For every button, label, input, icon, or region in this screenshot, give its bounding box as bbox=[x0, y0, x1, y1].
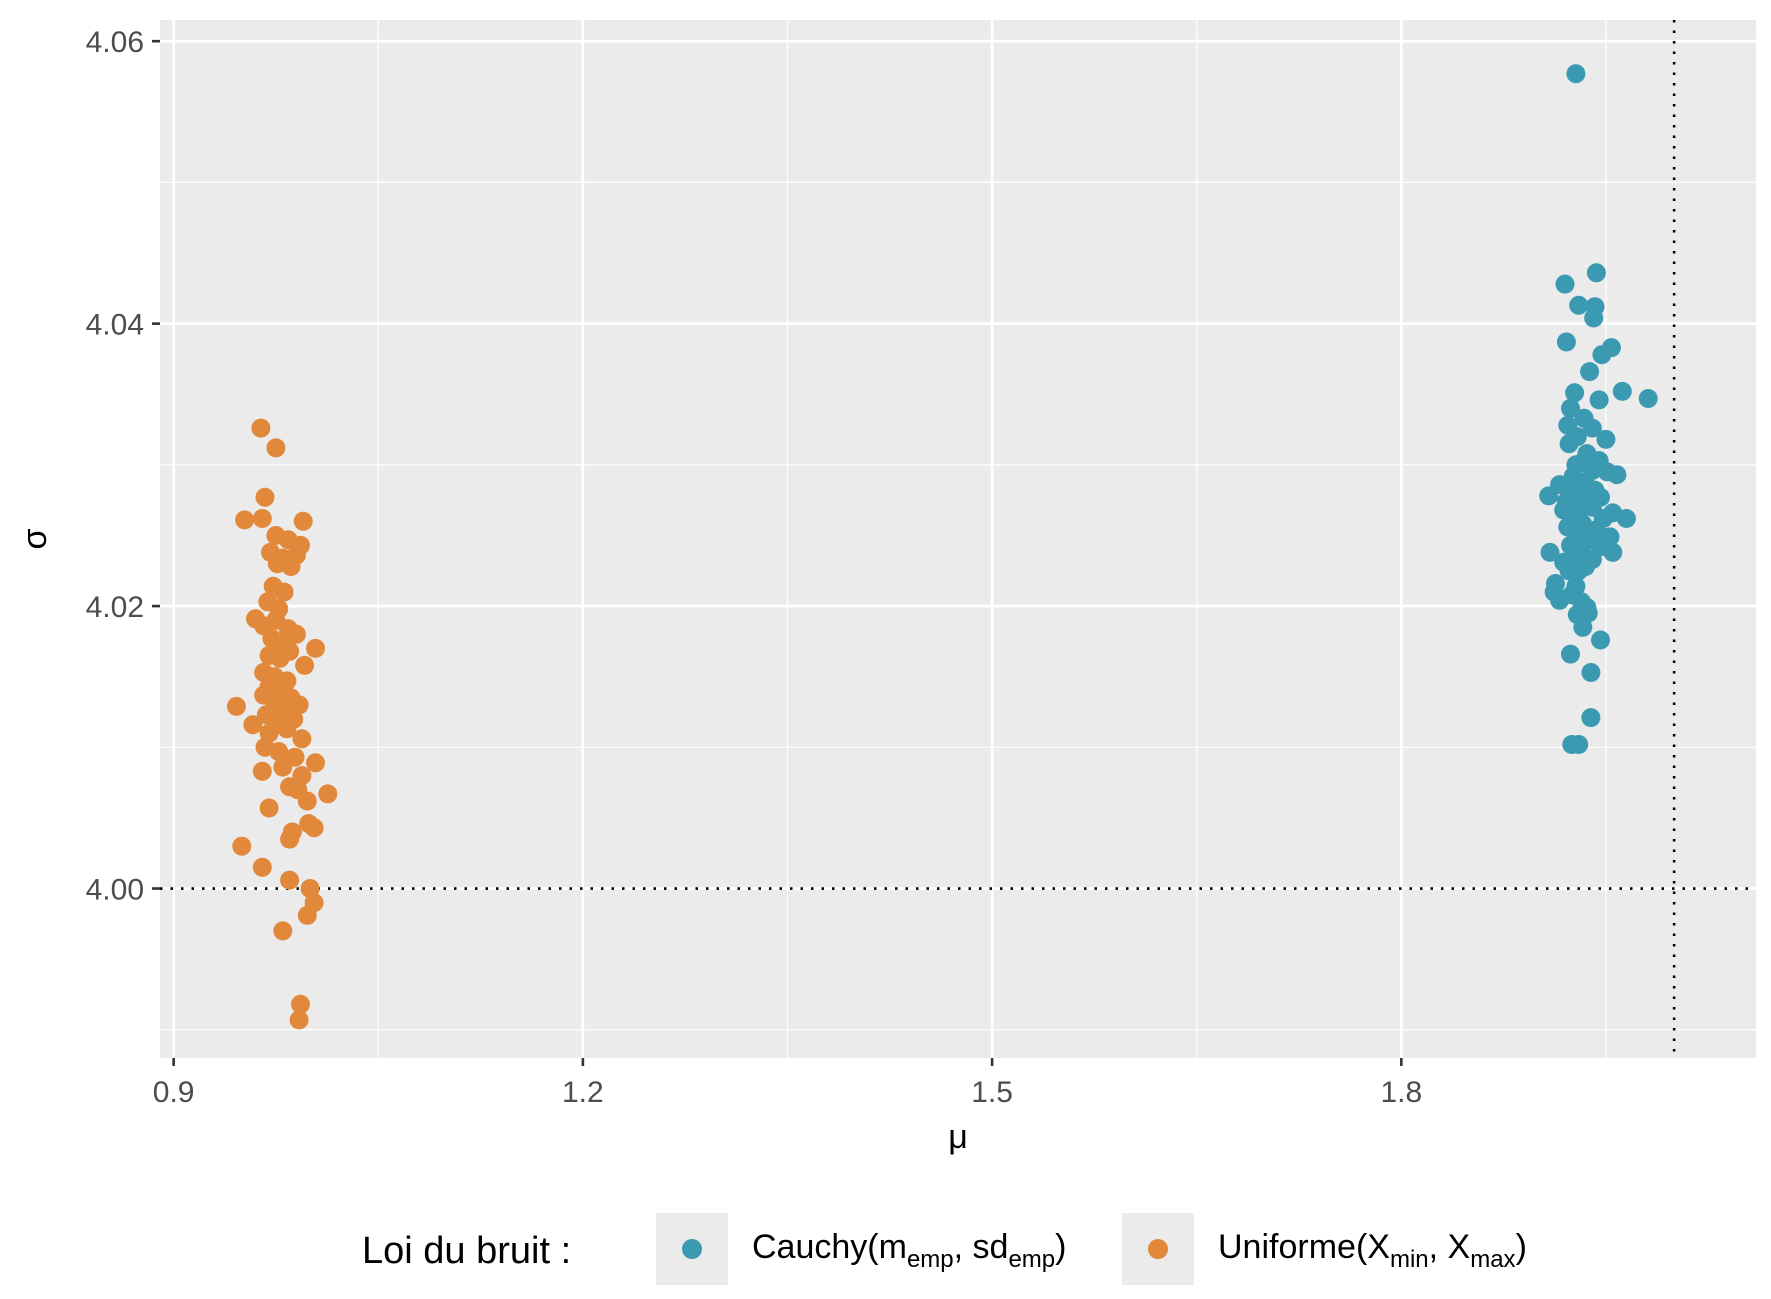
uniforme-point bbox=[277, 719, 297, 739]
uniforme-point bbox=[280, 870, 300, 890]
uniforme-point bbox=[286, 624, 306, 644]
uniforme-point bbox=[297, 905, 317, 925]
cauchy-point bbox=[1559, 434, 1579, 454]
uniforme-point bbox=[273, 757, 293, 777]
legend: Loi du bruit : Cauchy(memp, sdemp) Unifo… bbox=[362, 1213, 1527, 1285]
cauchy-point bbox=[1539, 486, 1559, 506]
cauchy-point bbox=[1582, 418, 1602, 438]
x-tick-label: 1.2 bbox=[562, 1076, 604, 1109]
uniforme-point bbox=[232, 836, 252, 856]
cauchy-point bbox=[1580, 362, 1600, 382]
x-tick-label: 1.5 bbox=[971, 1076, 1013, 1109]
uniforme-point bbox=[295, 655, 315, 675]
uniforme-point bbox=[252, 509, 272, 528]
uniforme-point bbox=[269, 742, 289, 761]
uniforme-point bbox=[280, 829, 300, 849]
x-tick-label: 1.8 bbox=[1380, 1076, 1422, 1109]
uniforme-point bbox=[266, 438, 286, 458]
cauchy-point bbox=[1584, 308, 1604, 328]
cauchy-point bbox=[1540, 542, 1560, 562]
cauchy-point bbox=[1569, 735, 1589, 754]
uniforme-point bbox=[259, 798, 279, 818]
minor-gridlines bbox=[160, 20, 1756, 1058]
cauchy-point bbox=[1586, 263, 1606, 283]
cauchy-point bbox=[1561, 398, 1580, 418]
uniforme-point bbox=[274, 582, 294, 602]
data-points bbox=[226, 64, 1658, 1030]
uniforme-point bbox=[291, 994, 310, 1014]
uniforme-point bbox=[270, 648, 290, 668]
uniforme-point bbox=[306, 753, 325, 773]
uniforme-point bbox=[226, 696, 246, 716]
cauchy-point bbox=[1582, 461, 1602, 480]
legend-dot-cauchy bbox=[682, 1239, 702, 1259]
legend-label-cauchy: Cauchy(memp, sdemp) bbox=[752, 1228, 1066, 1273]
cauchy-point bbox=[1569, 561, 1589, 581]
uniforme-point bbox=[318, 784, 338, 804]
cauchy-point bbox=[1589, 390, 1609, 410]
cauchy-point bbox=[1573, 617, 1593, 637]
cauchy-point bbox=[1581, 708, 1601, 728]
uniforme-point bbox=[243, 715, 263, 735]
axes: 0.9 1.2 1.5 1.8 4.00 4.02 4.04 4.06 bbox=[86, 26, 1423, 1109]
cauchy-point bbox=[1591, 630, 1610, 650]
uniforme-point bbox=[235, 510, 255, 530]
cauchy-point bbox=[1569, 295, 1589, 315]
uniforme-point bbox=[251, 418, 271, 438]
cauchy-point bbox=[1592, 345, 1612, 365]
y-axis-title: σ bbox=[16, 528, 54, 549]
legend-title: Loi du bruit : bbox=[362, 1230, 571, 1272]
uniforme-point bbox=[293, 511, 313, 531]
uniforme-point bbox=[252, 761, 272, 781]
uniforme-point bbox=[304, 818, 324, 838]
x-tick-label: 0.9 bbox=[153, 1076, 195, 1109]
uniforme-point bbox=[252, 857, 272, 877]
cauchy-point bbox=[1616, 509, 1636, 528]
y-tick-label: 4.02 bbox=[86, 591, 144, 624]
y-tick-label: 4.06 bbox=[86, 26, 144, 59]
cauchy-point bbox=[1566, 64, 1586, 84]
cauchy-point bbox=[1596, 429, 1616, 449]
uniforme-point bbox=[292, 729, 312, 749]
uniforme-point bbox=[273, 921, 293, 941]
uniforme-point bbox=[297, 791, 317, 811]
y-tick-label: 4.00 bbox=[86, 874, 144, 907]
uniforme-point bbox=[255, 487, 275, 507]
reference-lines bbox=[160, 20, 1756, 1058]
cauchy-point bbox=[1603, 542, 1623, 562]
cauchy-point bbox=[1561, 644, 1580, 664]
legend-dot-uniforme bbox=[1148, 1239, 1168, 1259]
legend-label-uniforme: Uniforme(Xmin, Xmax) bbox=[1218, 1228, 1527, 1273]
cauchy-point bbox=[1555, 274, 1575, 294]
cauchy-point bbox=[1612, 381, 1632, 401]
cauchy-point bbox=[1550, 590, 1570, 610]
uniforme-point bbox=[281, 557, 301, 576]
cauchy-point bbox=[1581, 663, 1601, 682]
cauchy-point bbox=[1565, 383, 1585, 403]
x-axis-title: μ bbox=[948, 1118, 968, 1156]
cauchy-point bbox=[1638, 389, 1658, 408]
uniforme-point bbox=[289, 1010, 309, 1030]
cauchy-point bbox=[1556, 332, 1576, 352]
uniforme-point bbox=[306, 638, 325, 658]
y-tick-label: 4.04 bbox=[86, 309, 144, 342]
plot-panel bbox=[160, 20, 1756, 1058]
cauchy-point bbox=[1607, 465, 1627, 485]
